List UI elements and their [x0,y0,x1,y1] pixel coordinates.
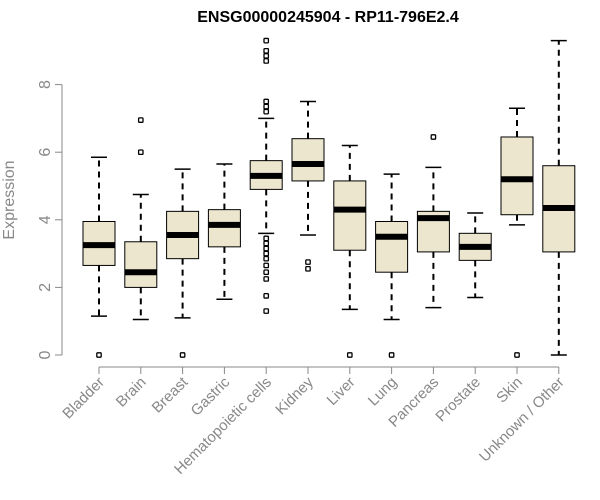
outlier-point [263,262,270,269]
outlier-point [263,53,270,59]
outlier-point [137,117,144,123]
box-group [458,212,492,299]
x-tick-label: Kidney [272,373,317,418]
y-tick-label: 8 [37,80,54,89]
x-tick-label: Prostate [432,374,484,426]
outlier-point [346,352,353,358]
box-group [416,134,450,309]
outlier-point [263,308,270,314]
box-iqr [291,138,325,182]
box-group [124,117,158,321]
outlier-point [305,259,311,265]
outlier-point [430,134,437,140]
outlier-point [137,149,144,156]
outlier-point [263,108,270,115]
box-iqr [207,209,241,248]
outlier-point [388,352,395,358]
box-iqr [333,180,367,251]
x-tick-label: Lung [365,374,401,410]
box-group [207,163,241,300]
outlier-point [514,352,520,358]
outlier-point [263,235,270,242]
outlier-point [263,103,270,110]
chart-title: ENSG00000245904 - RP11-796E2.4 [197,9,459,26]
box-group [375,173,409,358]
y-tick-label: 6 [37,148,54,157]
outlier-point [263,250,270,257]
plot-area [82,37,576,358]
outlier-point [263,98,270,105]
outlier-point [263,37,270,44]
box-group [82,156,116,358]
box-group [166,168,200,358]
box-group [542,39,576,356]
box-group [249,37,283,314]
outlier-point [263,276,270,282]
outlier-point [179,352,186,358]
box-iqr [124,241,158,288]
y-tick-label: 4 [37,215,54,224]
x-tick-label: Bladder [59,374,108,423]
box-group [333,144,367,358]
x-tick-label: Liver [324,374,359,409]
y-axis-label: Expression [1,160,18,239]
box-group [291,100,325,272]
outlier-point [263,47,270,54]
outlier-point [305,265,311,272]
x-tick-label: Brain [113,374,150,411]
box-iqr [375,220,409,273]
outlier-point [263,292,270,299]
x-tick-label: Skin [493,374,526,407]
outlier-point [263,245,270,252]
y-tick-label: 2 [37,283,54,292]
outlier-point [263,269,270,276]
outlier-point [263,58,270,64]
x-tick-label: Breast [149,373,192,416]
y-axis: 0 2 4 6 8 [37,80,63,359]
outlier-point [263,240,270,247]
box-iqr [500,136,534,216]
outlier-point [263,255,270,262]
y-tick-label: 0 [37,350,54,359]
box-group [500,107,534,358]
outlier-point [96,352,102,358]
